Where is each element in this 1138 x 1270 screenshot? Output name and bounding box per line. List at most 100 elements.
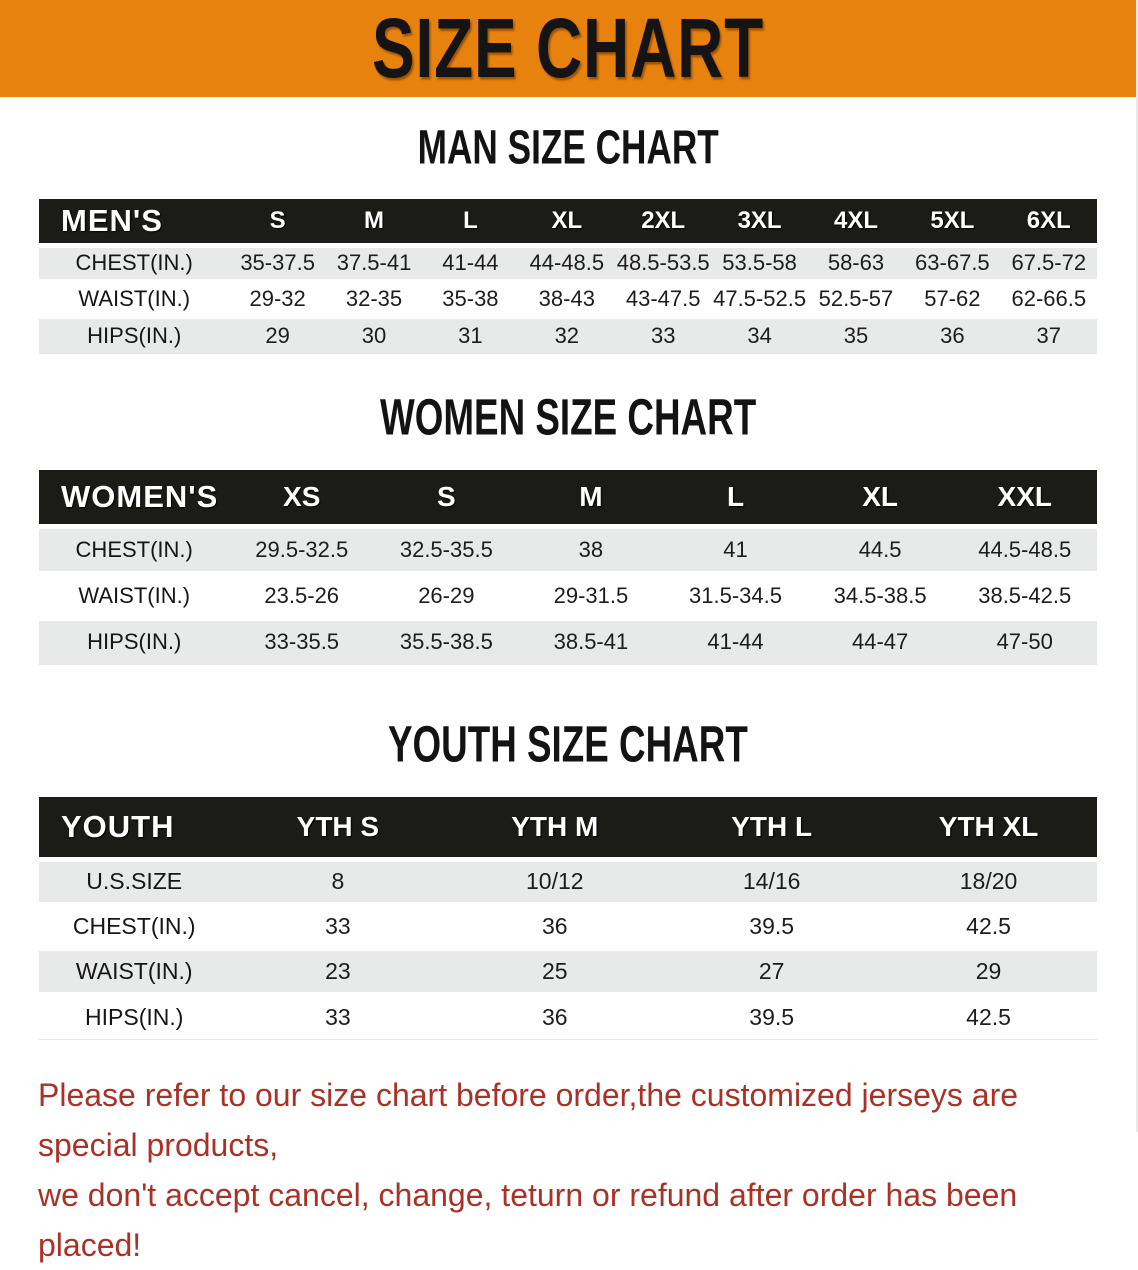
size-cell: 29 [229, 315, 326, 353]
size-cell: 62-66.5 [1000, 279, 1097, 317]
table-row: HIPS(IN.) 29 30 31 32 33 34 35 36 37 [39, 315, 1097, 353]
size-cell: 34 [711, 315, 808, 353]
table-title-cell: MEN'S [39, 199, 230, 248]
size-cell: 34.5-38.5 [807, 570, 953, 619]
size-column-header: L [422, 199, 519, 248]
size-cell: 14/16 [742, 868, 801, 895]
table-row: WAIST(IN.) 23 25 27 29 [39, 947, 1097, 994]
size-cell: 32-35 [325, 279, 423, 317]
size-cell: 29-32 [229, 279, 326, 317]
size-column-header: XL [518, 199, 615, 248]
row-label: CHEST(IN.) [75, 250, 193, 276]
women-size-chart-section: WOMEN SIZE CHART WOMEN'S XS S M L XL XXL CHEST(… [0, 387, 1136, 665]
size-column-header: M [518, 469, 664, 529]
size-column-header: 3XL [711, 199, 808, 248]
size-column-header: XL [807, 469, 953, 529]
size-cell: 47-50 [952, 616, 1097, 665]
row-label: WAIST(IN.) [39, 570, 230, 619]
size-cell: 48.5-53.5 [616, 250, 710, 276]
size-cell: 35-38 [422, 279, 519, 317]
size-cell: 43-47.5 [615, 279, 712, 317]
size-cell: 38.5-42.5 [952, 570, 1097, 619]
size-cell: 36 [904, 315, 1001, 353]
size-cell: 42.5 [880, 902, 1097, 949]
size-cell: 29 [880, 947, 1097, 994]
size-chart-banner: SIZE CHART [0, 0, 1136, 97]
size-cell: 10/12 [525, 868, 584, 895]
size-cell: 31 [422, 315, 519, 353]
table-row: WAIST(IN.) 23.5-26 26-29 29-31.5 31.5-34.5 34… [39, 570, 1097, 619]
size-cell: 33 [229, 902, 447, 949]
row-label: HIPS(IN.) [39, 992, 230, 1039]
disclaimer-line-2: we don't accept cancel, change, teturn o… [38, 1176, 1018, 1263]
size-cell: 23 [229, 947, 447, 994]
size-cell: 35-37.5 [240, 250, 315, 276]
size-cell: 32 [518, 315, 615, 353]
table-title-cell: WOMEN'S [39, 469, 230, 529]
size-cell: 67.5-72 [1011, 250, 1087, 276]
size-cell: 37.5-41 [336, 250, 412, 276]
man-section-heading: MAN SIZE CHART [417, 120, 719, 175]
table-row: CHEST(IN.) 29.5-32.5 32.5-35.5 38 41 44.5 44.5… [39, 526, 1097, 573]
size-column-header: XS [229, 469, 375, 529]
size-column-header: M [325, 199, 423, 248]
size-cell: 36 [446, 992, 664, 1039]
size-column-header: YTH XL [880, 797, 1097, 862]
table-row: HIPS(IN.) 33 36 39.5 42.5 [39, 992, 1097, 1039]
order-disclaimer: Please refer to our size chart before or… [38, 1070, 1098, 1270]
table-title-cell: YOUTH [39, 797, 230, 862]
table-row: CHEST(IN.) 33 36 39.5 42.5 [39, 902, 1097, 949]
size-cell: 44.5 [858, 536, 902, 562]
man-size-chart-section: MAN SIZE CHART MEN'S S M L XL 2XL 3XL 4XL 5XL 6XL… [0, 120, 1136, 354]
size-column-header: XXL [952, 469, 1097, 529]
row-label: U.S.SIZE [86, 868, 183, 895]
page-title: SIZE CHART [372, 0, 764, 96]
size-cell: 25 [446, 947, 664, 994]
size-cell: 35.5-38.5 [374, 616, 519, 665]
size-cell: 8 [331, 868, 345, 895]
size-cell: 38-43 [518, 279, 615, 317]
size-column-header: 2XL [615, 199, 712, 248]
size-cell: 30 [325, 315, 423, 353]
size-cell: 32.5-35.5 [399, 536, 493, 562]
row-label: CHEST(IN.) [39, 902, 230, 949]
table-row: WAIST(IN.) 29-32 32-35 35-38 38-43 43-47.5 47.… [39, 279, 1097, 317]
row-label: HIPS(IN.) [39, 616, 230, 665]
disclaimer-line-1: Please refer to our size chart before or… [38, 1076, 1019, 1163]
size-column-header: YTH M [446, 797, 664, 862]
size-cell: 23.5-26 [229, 570, 375, 619]
size-cell: 18/20 [959, 868, 1018, 895]
size-cell: 63-67.5 [915, 250, 990, 276]
size-column-header: 4XL [807, 199, 905, 248]
man-size-table: MEN'S S M L XL 2XL 3XL 4XL 5XL 6XL CHEST(IN.) 35-37… [39, 199, 1097, 354]
size-cell: 47.5-52.5 [711, 279, 808, 317]
row-label: HIPS(IN.) [39, 315, 230, 353]
size-cell: 33-35.5 [229, 616, 375, 665]
row-label: WAIST(IN.) [39, 947, 230, 994]
women-size-table: WOMEN'S XS S M L XL XXL CHEST(IN.) 29.5-32.5 32.5… [39, 469, 1097, 665]
size-cell: 31.5-34.5 [663, 570, 808, 619]
women-section-heading: WOMEN SIZE CHART [379, 387, 757, 446]
size-cell: 27 [663, 947, 881, 994]
size-column-header: S [229, 199, 326, 248]
size-cell: 41 [723, 536, 748, 562]
size-cell: 36 [446, 902, 664, 949]
size-cell: 38 [578, 536, 604, 562]
size-cell: 33 [229, 992, 447, 1039]
size-cell: 52.5-57 [807, 279, 905, 317]
size-cell: 37 [1000, 315, 1097, 353]
size-cell: 29.5-32.5 [255, 536, 349, 562]
size-cell: 41-44 [663, 616, 808, 665]
row-label: WAIST(IN.) [39, 279, 230, 317]
size-cell: 44.5-48.5 [978, 536, 1072, 562]
size-cell: 39.5 [663, 992, 881, 1039]
size-cell: 35 [807, 315, 905, 353]
table-row: CHEST(IN.) 35-37.5 37.5-41 41-44 44-48.5 48.5… [39, 245, 1097, 281]
size-cell: 39.5 [663, 902, 881, 949]
size-column-header: 6XL [1000, 199, 1097, 248]
size-cell: 38.5-41 [518, 616, 664, 665]
size-column-header: YTH L [663, 797, 881, 862]
youth-section-heading: YOUTH SIZE CHART [388, 715, 748, 773]
size-column-header: 5XL [904, 199, 1001, 248]
size-cell: 42.5 [880, 992, 1097, 1039]
